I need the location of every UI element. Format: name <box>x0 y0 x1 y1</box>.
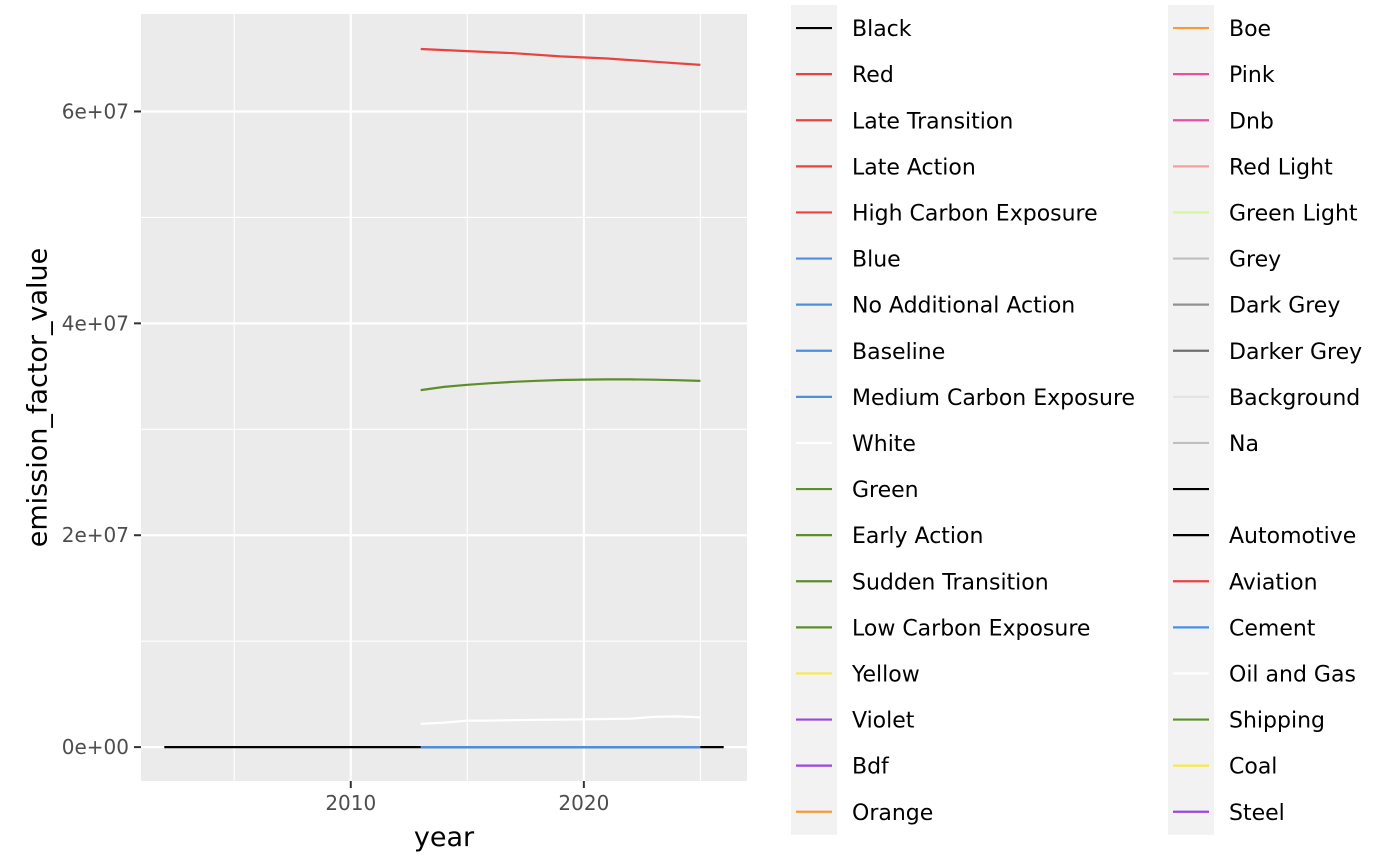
legend-label: Blue <box>852 248 901 273</box>
legend-label: Boe <box>1229 17 1271 42</box>
legend-label: Violet <box>852 709 915 734</box>
legend-label: Red <box>852 63 894 88</box>
legend-label: No Additional Action <box>852 294 1075 319</box>
legend-label: High Carbon Exposure <box>852 201 1098 226</box>
legend-label: Medium Carbon Exposure <box>852 386 1135 411</box>
legend-label: Green <box>852 478 919 503</box>
legend-label: Orange <box>852 801 933 826</box>
x-tick-label: 2020 <box>558 791 609 815</box>
y-tick-label: 0e+00 <box>62 735 129 759</box>
legend-label: Late Action <box>852 155 976 180</box>
legend-key-background <box>1168 5 1214 835</box>
legend-label: Sudden Transition <box>852 570 1049 595</box>
legend-label: Pink <box>1229 63 1275 88</box>
legend-label: Early Action <box>852 524 983 549</box>
legend-label: Automotive <box>1229 524 1356 549</box>
legend-label: Grey <box>1229 248 1281 273</box>
legend-label: White <box>852 432 916 457</box>
legend-label: Black <box>852 17 912 42</box>
y-tick-label: 2e+07 <box>62 523 129 547</box>
y-axis-title: emission_factor_value <box>22 248 53 548</box>
legend-label: Steel <box>1229 801 1285 826</box>
legend-label: Late Transition <box>852 109 1013 134</box>
legend-label: Low Carbon Exposure <box>852 616 1090 641</box>
legend-label: Bdf <box>852 755 890 780</box>
x-tick-label: 2010 <box>325 791 376 815</box>
legend-label: Na <box>1229 432 1259 457</box>
legend-label: Shipping <box>1229 709 1325 734</box>
legend-label: Cement <box>1229 616 1316 641</box>
y-tick-label: 4e+07 <box>62 311 129 335</box>
legend-label: Green Light <box>1229 201 1358 226</box>
legend: Black Red Late Transition Late Action High C… <box>791 5 1362 835</box>
legend-label: Dnb <box>1229 109 1274 134</box>
legend-label: Background <box>1229 386 1360 411</box>
x-axis-title: year <box>414 822 475 853</box>
legend-label: Baseline <box>852 340 945 365</box>
legend-label: Aviation <box>1229 570 1318 595</box>
legend-label: Darker Grey <box>1229 340 1362 365</box>
legend-label: Coal <box>1229 755 1277 780</box>
plot-panel <box>141 14 747 781</box>
legend-label: Oil and Gas <box>1229 662 1356 687</box>
legend-key-background <box>791 5 837 835</box>
legend-label: Dark Grey <box>1229 294 1340 319</box>
y-tick-label: 6e+07 <box>62 99 129 123</box>
legend-label: Red Light <box>1229 155 1333 180</box>
legend-label: Yellow <box>851 662 920 687</box>
